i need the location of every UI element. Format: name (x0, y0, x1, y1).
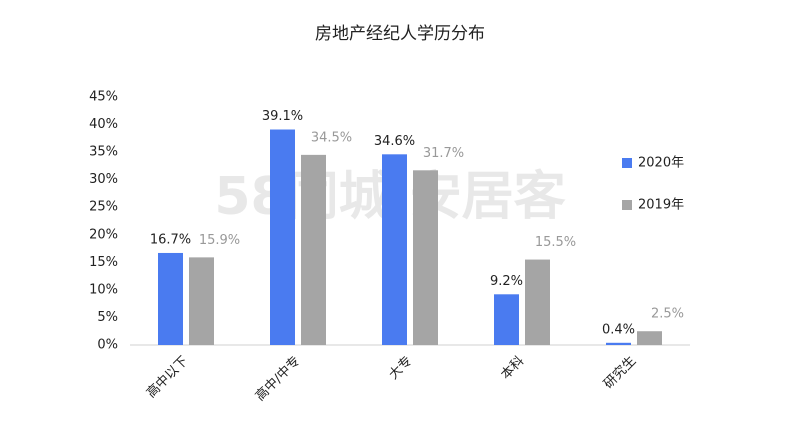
y-tick-label: 15% (89, 255, 118, 270)
y-tick-label: 45% (89, 90, 118, 105)
y-tick-label: 5% (97, 310, 118, 325)
bar (494, 294, 519, 345)
bar (158, 252, 183, 345)
y-tick-label: 30% (89, 172, 118, 187)
y-tick-label: 20% (89, 227, 118, 242)
y-tick-label: 25% (89, 200, 118, 215)
value-label: 15.9% (199, 233, 240, 248)
legend-label: 2019年 (638, 198, 684, 213)
x-tick-label: 本科 (498, 354, 527, 383)
bar (637, 331, 662, 345)
value-label: 34.5% (311, 130, 352, 145)
x-tick-label: 高中/中专 (252, 353, 303, 404)
bar (270, 129, 295, 345)
y-tick-label: 10% (89, 282, 118, 297)
y-tick-label: 35% (89, 145, 118, 160)
bar (413, 170, 438, 345)
x-tick-label: 大专 (386, 354, 415, 383)
y-tick-label: 40% (89, 117, 118, 132)
value-label: 9.2% (490, 274, 523, 289)
value-label: 0.4% (602, 322, 635, 337)
x-tick-label: 研究生 (601, 354, 639, 392)
legend-label: 2020年 (638, 156, 684, 171)
legend-swatch (622, 158, 632, 168)
legend-swatch (622, 200, 632, 210)
value-label: 15.5% (535, 235, 576, 250)
value-label: 31.7% (423, 146, 464, 161)
value-label: 2.5% (651, 307, 684, 322)
bar (525, 259, 550, 345)
value-label: 39.1% (262, 109, 303, 124)
bar (382, 154, 407, 345)
y-tick-label: 0% (97, 338, 118, 353)
bar (189, 257, 214, 345)
value-label: 16.7% (150, 232, 191, 247)
bar (606, 342, 631, 345)
bar (301, 154, 326, 345)
x-tick-label: 高中以下 (143, 353, 191, 401)
value-label: 34.6% (374, 134, 415, 149)
chart-title: 房地产经纪人学历分布 (315, 24, 485, 44)
